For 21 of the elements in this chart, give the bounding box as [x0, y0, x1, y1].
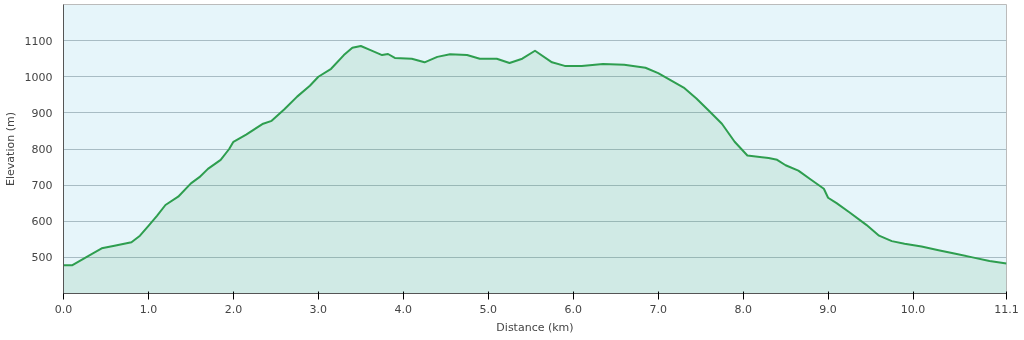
y-tick-label: 800	[31, 143, 53, 156]
x-tick-label: 11.1	[994, 302, 1019, 316]
x-tick-label: 2.0	[224, 302, 243, 316]
y-tick-label: 600	[31, 215, 53, 229]
x-tick-label: 6.0	[564, 302, 582, 316]
x-tick-label: 1.0	[139, 302, 158, 316]
x-tick-label: 3.0	[309, 302, 328, 316]
x-tick-label: 9.0	[819, 302, 837, 316]
x-tick-label: 7.0	[649, 302, 667, 316]
y-tick-label: 700	[31, 179, 53, 193]
x-tick-label: 8.0	[734, 302, 752, 316]
y-tick-label: 900	[31, 106, 53, 120]
x-tick-label: 10.0	[900, 302, 926, 316]
x-tick-label: 0.0	[54, 302, 73, 316]
y-tick-label: 500	[31, 251, 53, 265]
y-axis-title: Elevation (m)	[3, 112, 17, 186]
x-tick-label: 4.0	[394, 302, 413, 316]
x-tick-label: 5.0	[479, 302, 498, 316]
x-axis-title: Distance (km)	[496, 320, 574, 334]
y-tick-label: 1000	[24, 70, 53, 84]
y-tick-label: 1100	[24, 34, 53, 48]
